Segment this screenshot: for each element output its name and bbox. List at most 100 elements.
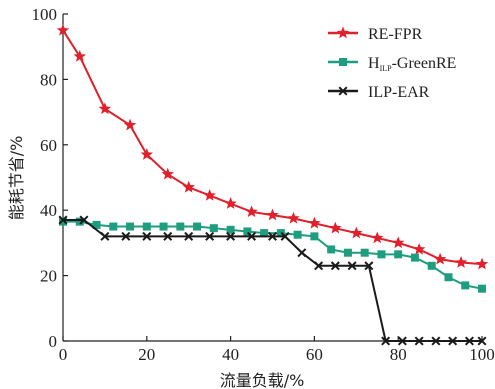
x-tick-label: 40 [222,345,239,364]
legend: RE-FPR HILP-GreenRE ILP-EAR [328,26,456,101]
legend-entry-ilp-ear: ILP-EAR [328,84,430,101]
data-point-star [329,221,342,234]
y-axis-ticks: 0 20 40 60 80 100 [32,5,68,351]
data-point-square [360,248,369,257]
data-point-star [123,118,137,131]
data-point-x [226,231,236,241]
data-point-x [58,215,68,225]
data-point-star [371,231,384,244]
data-point-star [266,208,279,221]
data-point-star [203,188,216,201]
data-point-square [226,225,235,234]
data-point-x [205,231,215,241]
data-point-square [159,222,168,231]
data-point-star [350,226,363,239]
data-point-star [245,205,258,218]
legend-label-re-fpr: RE-FPR [368,26,423,43]
data-point-square [260,229,269,238]
data-point-star [308,216,321,229]
legend-entry-re-fpr: RE-FPR [328,26,423,43]
data-point-x [330,261,340,271]
data-point-square [310,232,319,241]
data-point-x [381,336,391,346]
data-point-x [247,231,257,241]
data-point-star [140,148,153,160]
legend-star-marker [336,26,350,39]
data-point-x [431,336,441,346]
data-point-x [184,231,194,241]
y-tick-label: 100 [32,5,58,24]
data-point-star [224,197,237,209]
data-point-square [444,273,453,282]
data-point-star [412,242,426,255]
data-point-x [364,261,374,271]
data-point-star [475,257,489,270]
data-point-x [414,336,424,346]
data-point-square [209,224,218,233]
legend-square-marker [339,58,347,66]
x-tick-label: 80 [390,345,407,364]
data-point-star [161,167,174,180]
x-axis-title: 流量负载/% [220,371,305,389]
data-point-x [314,261,324,271]
y-tick-label: 20 [40,267,57,286]
data-point-square [59,217,67,226]
data-point-x [397,336,407,346]
y-tick-label: 40 [40,201,57,220]
legend-x-marker [338,86,348,96]
data-point-x [267,231,278,241]
data-point-square [142,222,151,231]
data-point-x [142,231,152,241]
data-point-star [73,50,86,62]
x-tick-label: 100 [469,345,495,364]
data-point-square [243,227,252,236]
legend-label-ilp-ear: ILP-EAR [368,84,430,101]
series-1 [59,217,486,293]
data-point-square [109,222,118,231]
y-axis-title: 能耗节省/% [7,136,26,221]
data-point-square [427,261,436,270]
y-tick-label: 80 [40,70,57,89]
data-point-square [327,245,336,254]
data-point-x [79,215,89,225]
x-tick-label: 60 [306,345,323,364]
y-tick-label: 60 [40,136,57,155]
legend-label-hilp-greenre: HILP-GreenRE [368,55,456,73]
x-axis-ticks: 0 20 40 60 80 100 [59,336,495,364]
legend-label-subscript: ILP [380,64,393,73]
data-point-square [92,220,101,229]
data-point-square [193,222,202,231]
data-point-star [433,252,447,265]
x-tick-label: 0 [59,345,68,364]
legend-label-suffix: -GreenRE [392,55,457,72]
series-line [63,219,482,342]
data-point-x [121,231,131,241]
data-point-star [392,236,405,249]
data-point-square [126,222,135,231]
series-line [63,220,483,290]
data-point-square [176,222,185,231]
data-point-x [477,336,487,346]
data-point-square [75,217,84,226]
series-layer [56,23,489,346]
data-point-square [478,284,486,293]
data-point-square [461,281,470,290]
data-point-x [100,231,110,241]
data-point-star [454,256,468,268]
data-point-square [343,248,352,257]
data-point-x [347,261,357,271]
data-point-square [293,230,302,239]
data-point-star [56,23,70,36]
data-point-x [163,231,173,241]
data-point-x [464,336,474,346]
data-point-star [182,180,195,193]
series-2 [58,215,487,346]
series-0 [56,23,489,270]
data-point-square [377,250,386,259]
data-point-x [297,248,307,258]
y-tick-label: 0 [49,332,58,351]
x-tick-label: 20 [138,345,155,364]
data-point-x [448,336,458,346]
data-point-square [410,253,419,262]
